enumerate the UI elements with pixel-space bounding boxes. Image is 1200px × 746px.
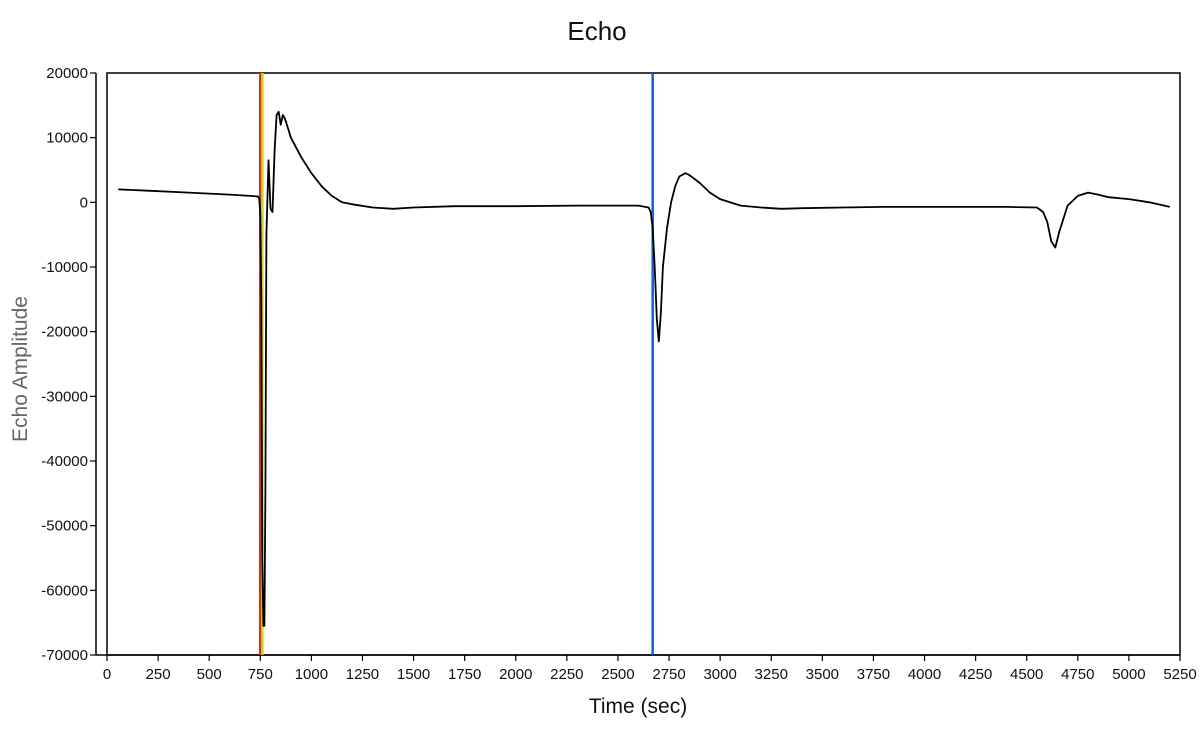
x-tick-label: 5000 [1112,666,1145,683]
x-tick-label: 4500 [1010,666,1043,683]
x-axis-label: Time (sec) [589,695,687,718]
y-tick-label: -10000 [41,259,88,276]
x-tick-label: 3750 [857,666,890,683]
x-tick-label: 1500 [397,666,430,683]
x-tick-label: 750 [248,666,273,683]
x-tick-label: 1000 [295,666,328,683]
x-tick-label: 1750 [448,666,481,683]
x-tick-label: 4000 [908,666,941,683]
x-tick-label: 0 [103,666,111,683]
y-tick-label: 0 [80,194,88,211]
x-tick-label: 3250 [755,666,788,683]
x-tick-label: 250 [146,666,171,683]
x-axis: 0 250 500 750 1000 1250 1500 1750 2000 2250 2500 27… [96,654,1197,683]
y-tick-label: 20000 [46,65,88,82]
y-tick-label: -50000 [41,518,88,535]
y-axis-label: Echo Amplitude [9,296,32,442]
plot-content [118,73,1170,655]
x-tick-label: 2750 [652,666,685,683]
x-tick-label: 3000 [703,666,736,683]
y-tick-label: 10000 [46,130,88,147]
x-tick-label: 2250 [550,666,583,683]
x-tick-label: 3500 [806,666,839,683]
x-tick-label: 500 [197,666,222,683]
x-tick-label: 5250 [1163,666,1196,683]
x-tick-label: 2500 [601,666,634,683]
y-tick-label: -20000 [41,324,88,341]
y-tick-label: -60000 [41,582,88,599]
x-tick-label: 1250 [346,666,379,683]
y-tick-label: -40000 [41,453,88,470]
y-tick-label: -70000 [41,647,88,664]
y-axis: 20000 10000 0 -10000 -20000 -30000 -40000 -5000… [41,65,97,664]
x-tick-label: 4250 [959,666,992,683]
chart-title: Echo [567,16,626,46]
x-tick-label: 2000 [499,666,532,683]
y-tick-label: -30000 [41,388,88,405]
x-tick-label: 4750 [1061,666,1094,683]
plot-area[interactable] [106,72,1181,656]
series-line [118,110,1170,627]
